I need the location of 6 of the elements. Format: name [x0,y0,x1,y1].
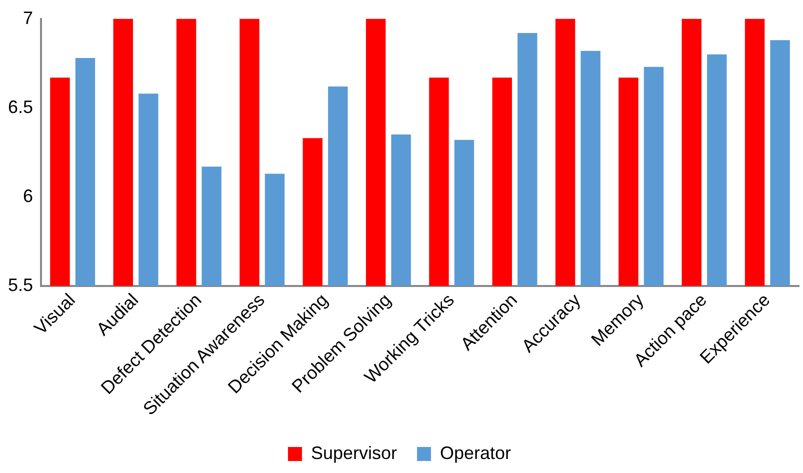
y-tick-label: 5.5 [8,274,34,295]
y-tick-label: 7 [23,8,34,28]
legend-label: Supervisor [310,442,398,463]
y-tick-label: 6 [23,186,34,206]
legend-label: Operator [440,442,512,463]
y-tick-label: 6.5 [8,96,34,117]
